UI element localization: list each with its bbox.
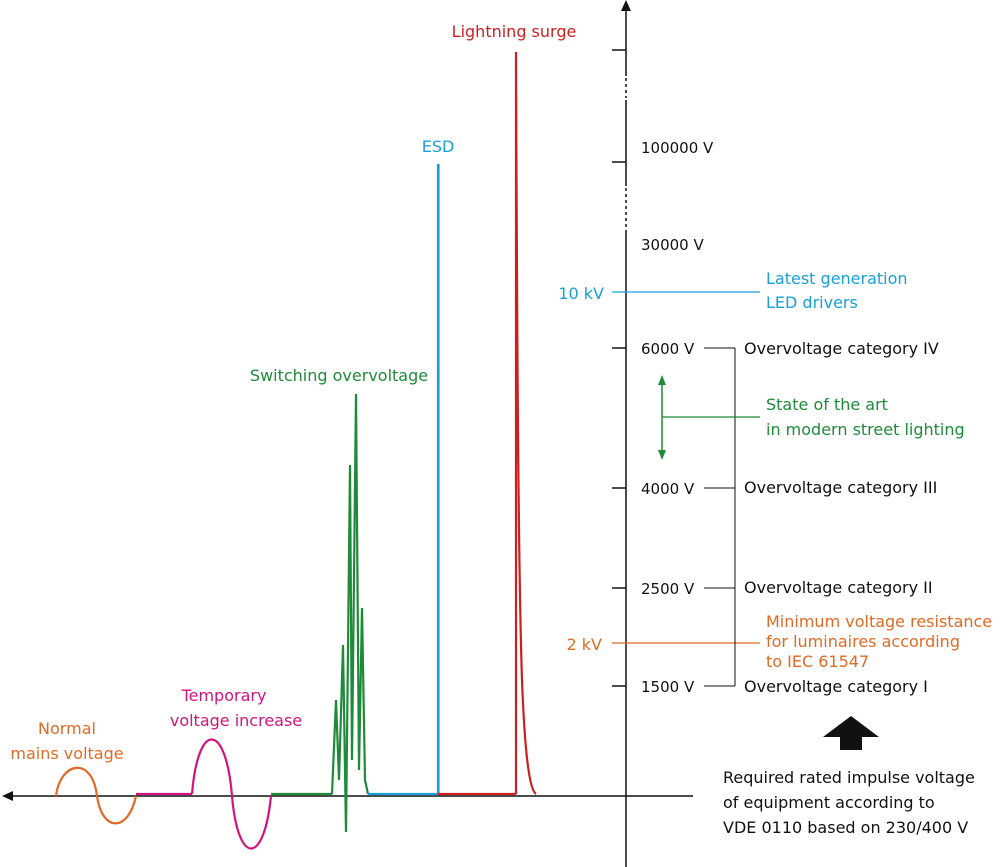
lightning-label: Lightning surge — [452, 22, 577, 41]
normal-label-line2: mains voltage — [10, 744, 123, 763]
led-label-line2: LED drivers — [766, 293, 858, 312]
iec-label-line3: to IEC 61547 — [766, 652, 869, 671]
led-value-label: 10 kV — [558, 284, 604, 303]
up-arrow-icon — [823, 716, 879, 750]
temporary-increase-waveform — [190, 738, 273, 850]
x-axis-arrow-left — [2, 791, 13, 801]
iec-value-label: 2 kV — [567, 635, 603, 654]
tick-label-2500: 2500 V — [641, 580, 695, 598]
footnote-line1: Required rated impulse voltage — [723, 768, 975, 787]
state-of-art-range-arrow — [658, 375, 760, 460]
tick-label-1500: 1500 V — [641, 678, 695, 696]
category-i-label: Overvoltage category I — [744, 677, 928, 696]
axes — [2, 0, 693, 867]
temporary-label-line2: voltage increase — [170, 711, 302, 730]
esd-spike — [436, 163, 440, 794]
lightning-surge-waveform — [514, 51, 537, 795]
switching-overvoltage-waveform — [330, 393, 370, 833]
footnote-line2: of equipment according to — [723, 793, 935, 812]
switching-label: Switching overvoltage — [250, 366, 428, 385]
tick-label-100000: 100000 V — [641, 139, 714, 157]
tick-label-6000: 6000 V — [641, 340, 695, 358]
led-label-line1: Latest generation — [766, 269, 908, 288]
iec-label-line2: for luminaires according — [766, 632, 960, 651]
footnote-line3: VDE 0110 based on 230/400 V — [723, 818, 968, 837]
y-axis-arrow-up — [621, 0, 631, 11]
temporary-label-line1: Temporary — [181, 686, 267, 705]
esd-label: ESD — [422, 137, 455, 156]
tick-label-30000: 30000 V — [641, 236, 704, 254]
category-bracket — [704, 347, 736, 687]
normal-label-line1: Normal — [38, 719, 96, 738]
state-of-art-line2: in modern street lighting — [766, 420, 965, 439]
category-iii-label: Overvoltage category III — [744, 478, 937, 497]
state-of-art-line1: State of the art — [766, 395, 888, 414]
tick-label-4000: 4000 V — [641, 480, 695, 498]
normal-mains-waveform — [54, 766, 138, 825]
category-ii-label: Overvoltage category II — [744, 578, 933, 597]
category-iv-label: Overvoltage category IV — [744, 339, 939, 358]
iec-label-line1: Minimum voltage resistance — [766, 612, 992, 631]
